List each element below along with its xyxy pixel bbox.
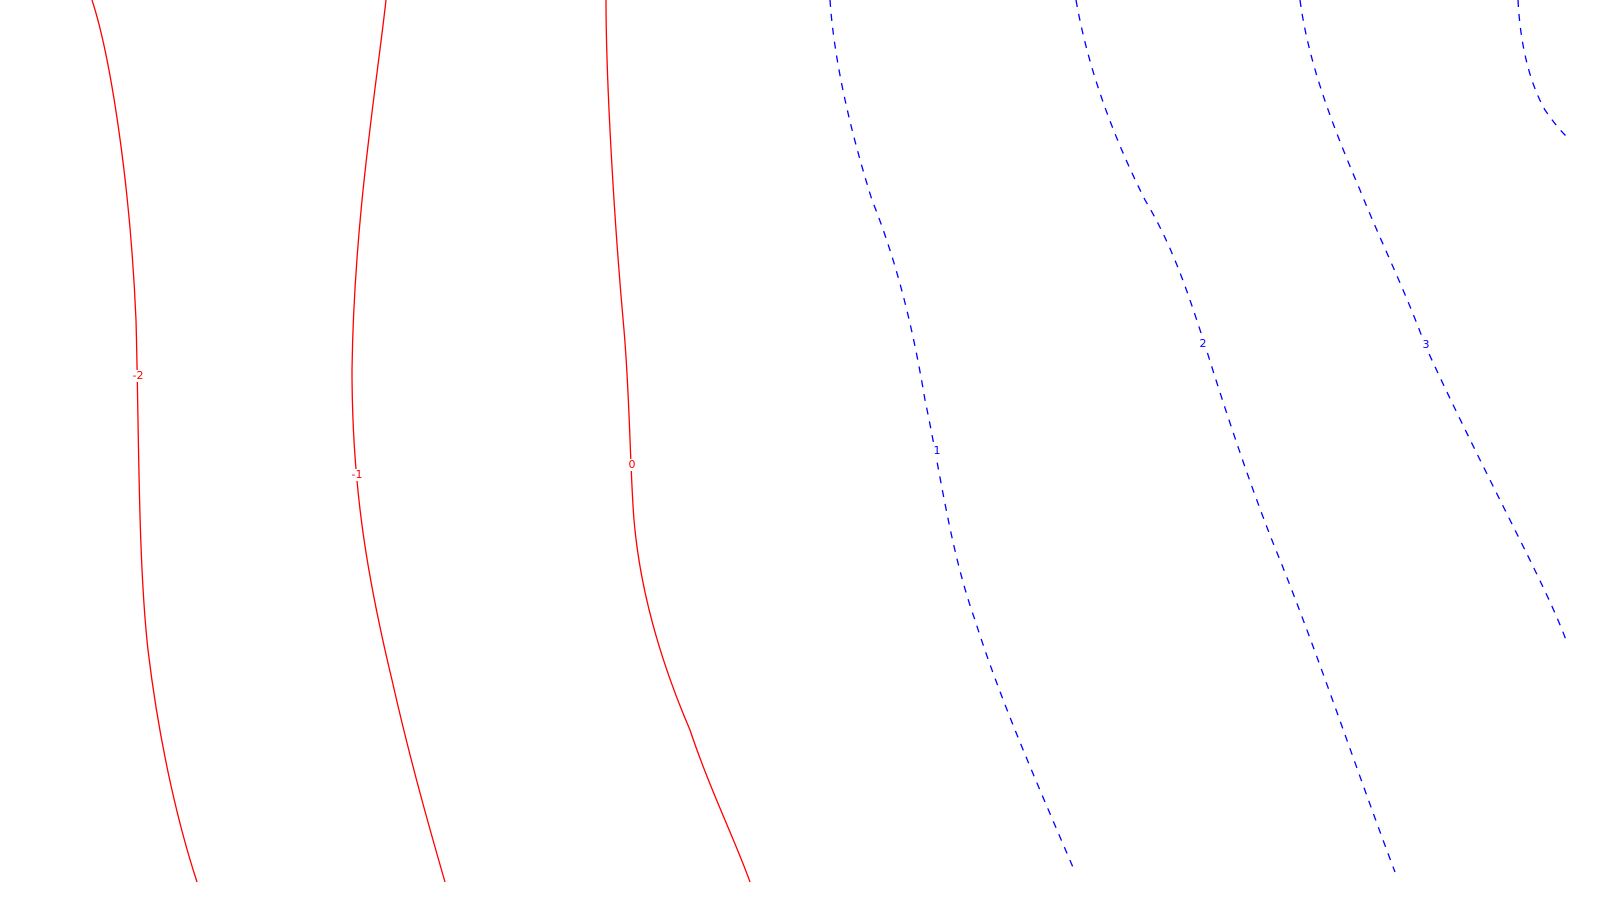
contour-label-bg bbox=[1196, 338, 1210, 350]
contour-label-level-1: 1 bbox=[934, 444, 941, 457]
contour-label-bg bbox=[131, 370, 145, 382]
contour-lines bbox=[91, 0, 1567, 883]
contour-line-level-0 bbox=[605, 0, 751, 883]
contour-label-level-neg2: -2 bbox=[133, 369, 144, 382]
contour-label-bg bbox=[350, 469, 364, 481]
contour-line-level-neg2 bbox=[91, 0, 198, 883]
contour-label-level-3: 3 bbox=[1423, 338, 1430, 351]
contour-label-level-neg1: -1 bbox=[352, 468, 363, 481]
contour-label-bg bbox=[930, 445, 944, 457]
contour-label-level-0: 0 bbox=[629, 458, 636, 471]
contour-line-level-2 bbox=[1075, 0, 1396, 873]
contour-line-level-4 bbox=[1517, 0, 1567, 137]
contour-line-level-neg1 bbox=[351, 0, 446, 883]
contour-label-bg bbox=[1419, 339, 1433, 351]
contour-line-level-3 bbox=[1299, 0, 1567, 641]
contour-labels: -2 -1 0 1 2 3 bbox=[131, 337, 1433, 481]
contour-line-level-1 bbox=[829, 0, 1076, 873]
contour-label-bg bbox=[625, 459, 639, 471]
contour-label-level-2: 2 bbox=[1200, 337, 1207, 350]
